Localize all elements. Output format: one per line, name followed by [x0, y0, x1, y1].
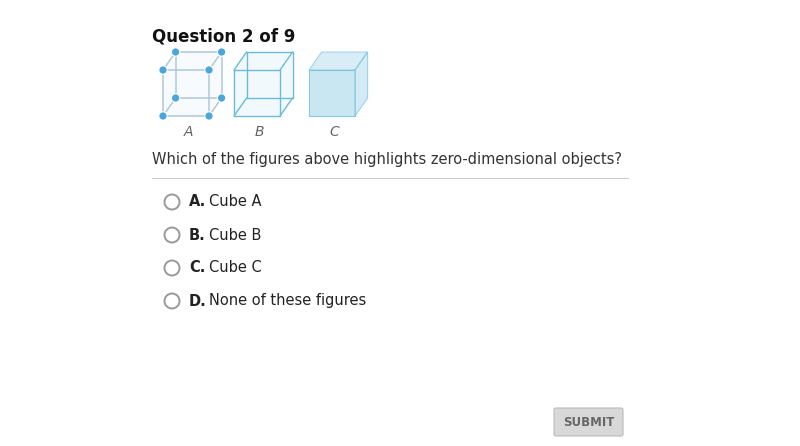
Text: Cube B: Cube B: [209, 227, 262, 243]
Text: A.: A.: [189, 194, 206, 210]
Polygon shape: [209, 52, 222, 116]
Circle shape: [171, 48, 180, 56]
Polygon shape: [355, 52, 368, 116]
Circle shape: [171, 94, 180, 102]
Text: None of these figures: None of these figures: [209, 293, 366, 309]
FancyBboxPatch shape: [554, 408, 623, 436]
Circle shape: [218, 94, 226, 102]
Text: Cube A: Cube A: [209, 194, 262, 210]
Polygon shape: [309, 70, 355, 116]
Circle shape: [165, 227, 179, 243]
Text: Cube C: Cube C: [209, 260, 262, 276]
Text: C.: C.: [189, 260, 206, 276]
Polygon shape: [234, 52, 293, 70]
Polygon shape: [309, 52, 368, 70]
Circle shape: [165, 194, 179, 210]
Circle shape: [218, 48, 226, 56]
Circle shape: [165, 260, 179, 276]
Text: A: A: [183, 125, 193, 139]
Text: SUBMIT: SUBMIT: [563, 416, 614, 429]
Circle shape: [158, 112, 167, 120]
Text: B: B: [254, 125, 264, 139]
Text: D.: D.: [189, 293, 206, 309]
Circle shape: [165, 293, 179, 309]
Circle shape: [158, 66, 167, 74]
Polygon shape: [163, 70, 209, 116]
Text: Which of the figures above highlights zero-dimensional objects?: Which of the figures above highlights ze…: [152, 152, 622, 167]
Polygon shape: [280, 52, 293, 116]
Circle shape: [205, 66, 213, 74]
Polygon shape: [163, 52, 222, 70]
Circle shape: [205, 112, 213, 120]
Polygon shape: [234, 70, 280, 116]
Text: B.: B.: [189, 227, 206, 243]
Text: C: C: [329, 125, 339, 139]
Text: Question 2 of 9: Question 2 of 9: [152, 28, 295, 46]
